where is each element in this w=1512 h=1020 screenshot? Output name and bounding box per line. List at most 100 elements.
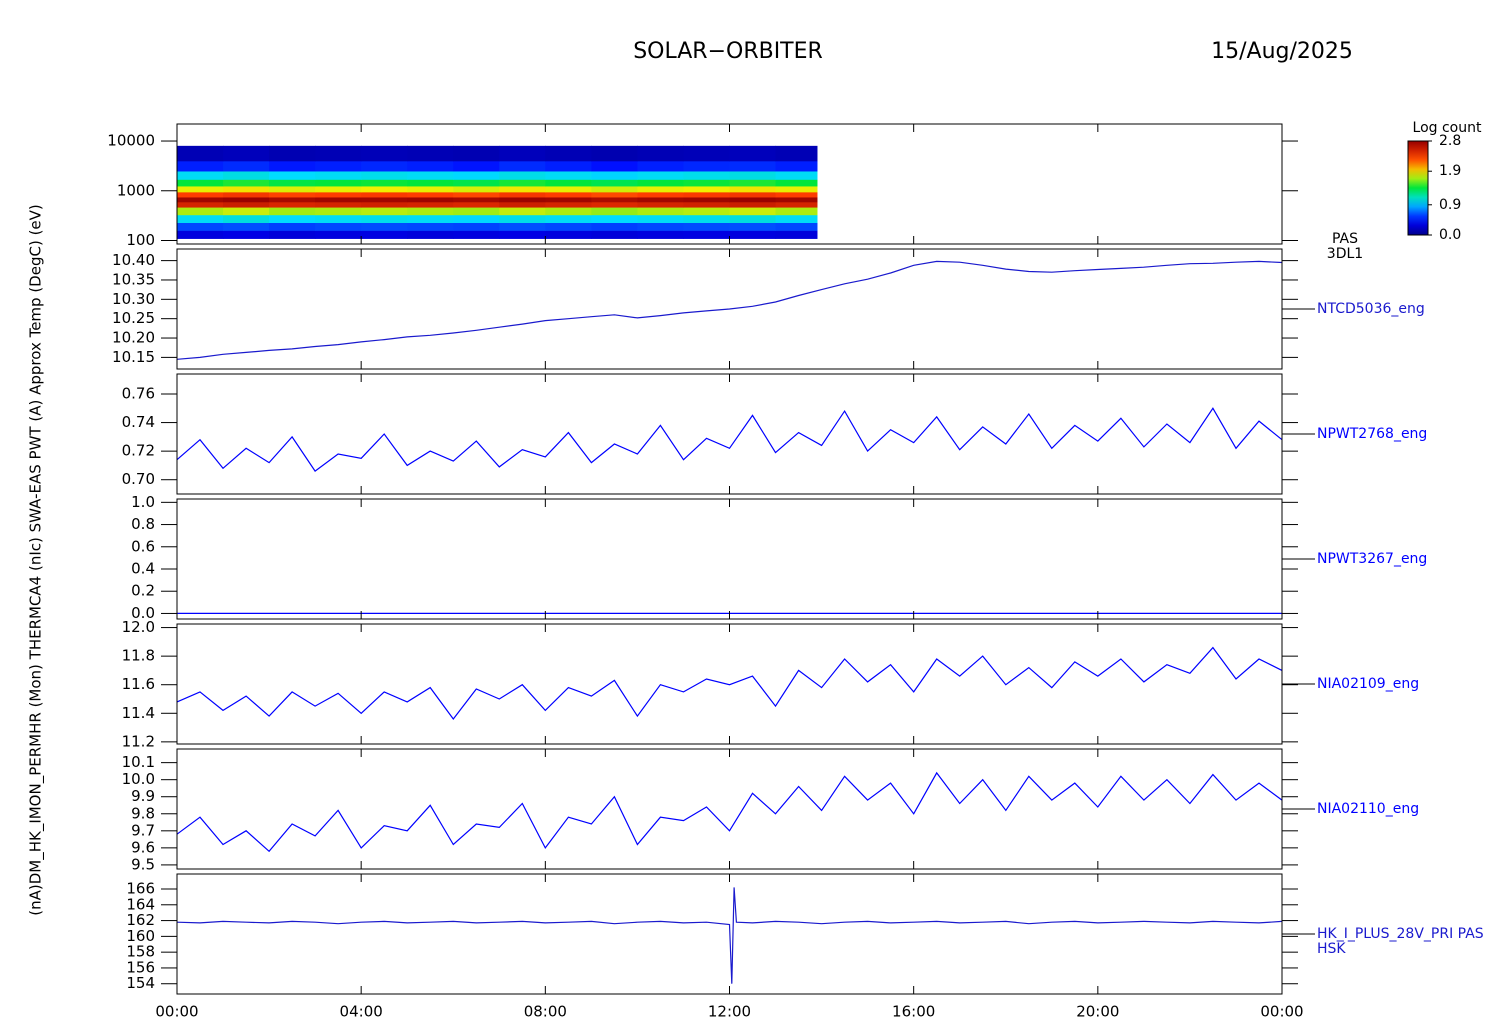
heatmap-cell bbox=[637, 207, 684, 216]
y-tick-label: 9.5 bbox=[131, 855, 155, 873]
y-tick-label: 11.4 bbox=[122, 704, 155, 722]
heatmap-cell bbox=[177, 191, 224, 198]
heatmap-cell bbox=[729, 230, 777, 239]
panel bbox=[177, 145, 818, 239]
heatmap-cell bbox=[453, 191, 500, 198]
heatmap-cell bbox=[269, 191, 316, 198]
heatmap-cell bbox=[683, 214, 730, 224]
heatmap-cell bbox=[499, 230, 546, 239]
y-tick-label: 10.40 bbox=[112, 251, 155, 269]
heatmap-cell bbox=[637, 160, 684, 172]
heatmap-cell bbox=[407, 222, 454, 231]
heatmap-cell bbox=[315, 207, 362, 216]
heatmap-cell bbox=[269, 179, 316, 187]
y-tick-label: 0.6 bbox=[131, 537, 155, 555]
heatmap-cell bbox=[407, 160, 454, 172]
heatmap-cell bbox=[407, 185, 454, 193]
heatmap-cell bbox=[591, 179, 638, 187]
y-tick-label: 10.35 bbox=[112, 270, 155, 288]
colorbar-tick-label: 1.9 bbox=[1439, 163, 1461, 179]
heatmap-cell bbox=[591, 230, 638, 239]
x-tick-label: 16:00 bbox=[892, 1003, 935, 1020]
heatmap-cell bbox=[361, 214, 408, 224]
heatmap-cell bbox=[637, 201, 684, 208]
heatmap-cell bbox=[775, 191, 818, 198]
y-tick-label: 12.0 bbox=[122, 618, 155, 636]
heatmap-cell bbox=[177, 222, 224, 231]
heatmap-cell bbox=[683, 207, 730, 216]
heatmap-cell bbox=[177, 185, 224, 193]
colorbar-tick-label: 0.0 bbox=[1439, 227, 1461, 243]
heatmap-cell bbox=[729, 196, 777, 203]
heatmap-cell bbox=[315, 185, 362, 193]
heatmap-cell bbox=[499, 160, 546, 172]
heatmap-cell bbox=[729, 207, 777, 216]
y-tick-label: 0.74 bbox=[122, 413, 155, 431]
heatmap-cell bbox=[315, 170, 362, 180]
colorbar-tick-label: 0.9 bbox=[1439, 197, 1461, 213]
heatmap-cell bbox=[683, 222, 730, 231]
heatmap-cell bbox=[177, 201, 224, 208]
heatmap-cell bbox=[223, 191, 270, 198]
heatmap-cell bbox=[637, 145, 684, 162]
heatmap-cell bbox=[223, 185, 270, 193]
y-axis-label: (nA)DM_HK_IMON_PERMHR (Mon) THERMCA4 (nI… bbox=[27, 204, 46, 916]
heatmap-cell bbox=[453, 196, 500, 203]
heatmap-cell bbox=[269, 145, 316, 162]
heatmap-cell bbox=[775, 214, 818, 224]
heatmap-cell bbox=[223, 214, 270, 224]
heatmap-cell bbox=[499, 207, 546, 216]
heatmap-cell bbox=[453, 145, 500, 162]
heatmap-cell bbox=[177, 207, 224, 216]
heatmap-cell bbox=[223, 196, 270, 203]
heatmap-cell bbox=[499, 145, 546, 162]
heatmap-cell bbox=[407, 145, 454, 162]
heatmap-cell bbox=[499, 222, 546, 231]
heatmap-cell bbox=[683, 230, 730, 239]
panel bbox=[176, 407, 1315, 472]
heatmap-cell bbox=[637, 170, 684, 180]
heatmap-cell bbox=[545, 196, 592, 203]
heatmap-cell bbox=[361, 201, 408, 208]
y-tick-label: 10.25 bbox=[112, 309, 155, 327]
series-label: NIA02110_eng bbox=[1317, 801, 1419, 817]
series-label: HK_I_PLUS_28V_PRI PAS bbox=[1317, 926, 1484, 942]
heatmap-cell bbox=[637, 230, 684, 239]
panel bbox=[176, 260, 1315, 360]
y-tick-label: 160 bbox=[126, 927, 155, 945]
heatmap-cell bbox=[729, 145, 777, 162]
heatmap-cell bbox=[223, 207, 270, 216]
heatmap-cell bbox=[499, 196, 546, 203]
heatmap-cell bbox=[269, 201, 316, 208]
heatmap-cell bbox=[729, 214, 777, 224]
heatmap-cell bbox=[315, 145, 362, 162]
heatmap-cell bbox=[361, 160, 408, 172]
y-tick-label: 0.72 bbox=[122, 442, 155, 460]
heatmap-cell bbox=[361, 185, 408, 193]
heatmap-cell bbox=[545, 214, 592, 224]
heatmap-cell bbox=[637, 196, 684, 203]
x-tick-label: 08:00 bbox=[524, 1003, 567, 1020]
heatmap-cell bbox=[361, 145, 408, 162]
heatmap-cell bbox=[223, 230, 270, 239]
colorbar-label: Log count bbox=[1413, 120, 1482, 136]
series-label: NIA02109_eng bbox=[1317, 676, 1419, 692]
y-tick-label: 11.2 bbox=[122, 732, 155, 750]
heatmap-cell bbox=[269, 222, 316, 231]
heatmap-cell bbox=[499, 214, 546, 224]
heatmap-cell bbox=[453, 201, 500, 208]
heatmap-cell bbox=[591, 222, 638, 231]
heatmap-cell bbox=[499, 179, 546, 187]
y-tick-label: 154 bbox=[126, 974, 155, 992]
y-tick-label: 0.70 bbox=[122, 470, 155, 488]
heatmap-cell bbox=[683, 201, 730, 208]
heatmap-cell bbox=[545, 185, 592, 193]
heatmap-cell bbox=[361, 191, 408, 198]
heatmap-cell bbox=[269, 185, 316, 193]
heatmap-cell bbox=[499, 170, 546, 180]
heatmap-cell bbox=[545, 160, 592, 172]
heatmap-cell bbox=[499, 201, 546, 208]
heatmap-cell bbox=[591, 191, 638, 198]
data-line bbox=[176, 887, 1283, 984]
heatmap-cell bbox=[545, 170, 592, 180]
